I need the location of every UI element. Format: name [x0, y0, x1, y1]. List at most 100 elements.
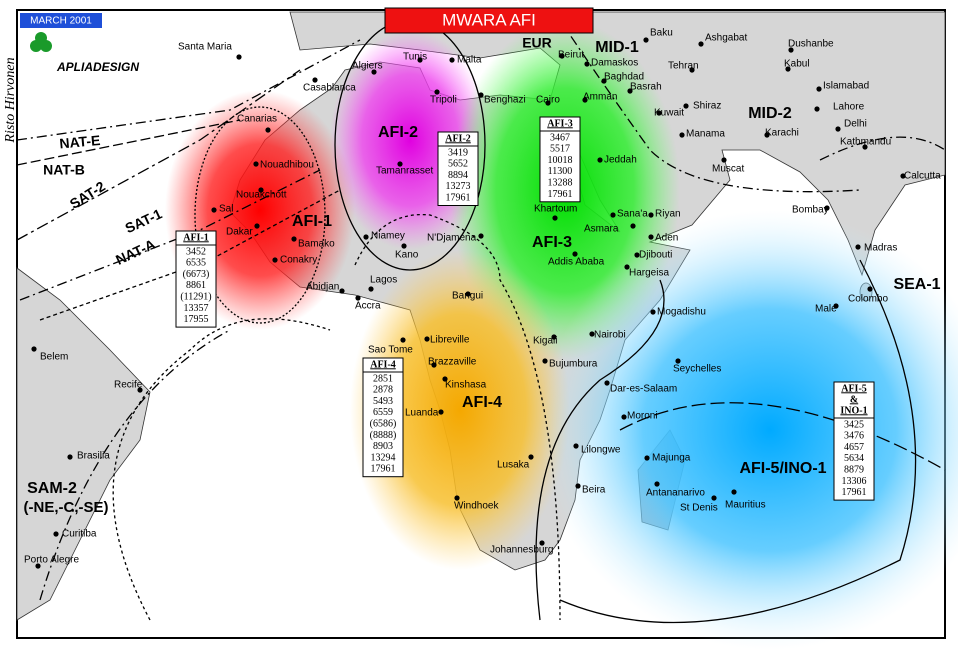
city-label: Nairobi	[594, 330, 626, 341]
city-label: Mauritius	[725, 500, 766, 511]
city-label: Luanda	[405, 408, 439, 419]
city-dot	[424, 336, 430, 342]
city-dot	[291, 236, 297, 242]
city-dot	[339, 288, 345, 294]
city-label: Majunga	[652, 453, 691, 464]
frequency: 17961	[842, 487, 867, 498]
city-dot	[575, 483, 581, 489]
city-dot	[265, 127, 271, 133]
city-label: Nouadhibou	[260, 160, 314, 171]
frequency: 5652	[448, 159, 468, 170]
city-label: Djibouti	[639, 250, 672, 261]
city-label: Moroni	[627, 411, 658, 422]
frequency: 17961	[446, 192, 471, 203]
frequency: 13357	[184, 303, 209, 314]
city-dot	[816, 86, 822, 92]
city-label: Madras	[864, 243, 897, 254]
city-dot	[542, 358, 548, 364]
fir-boundaries	[16, 19, 946, 624]
city-dot	[711, 495, 717, 501]
region-label: (-NE,-C,-SE)	[24, 499, 109, 516]
city-dot	[824, 205, 830, 211]
region-label: AFI-5/INO-1	[739, 460, 826, 477]
city-dot	[833, 303, 839, 309]
city-label: Bujumbura	[549, 359, 598, 370]
city-dot	[478, 92, 484, 98]
city-dot	[683, 103, 689, 109]
city-label: Male	[815, 304, 837, 315]
city-label: Riyan	[655, 209, 681, 220]
city-label: Conakry	[280, 255, 317, 266]
city-label: Dar-es-Salaam	[610, 384, 677, 395]
city-label: Lilongwe	[581, 445, 621, 456]
city-label: Lusaka	[497, 460, 530, 471]
city-label: Calcutta	[904, 171, 941, 182]
city-dot	[900, 173, 906, 179]
city-label: Tamanrasset	[376, 166, 433, 177]
city-label: N'Djamena	[427, 233, 477, 244]
city-dot	[624, 264, 630, 270]
title: MWARA AFI	[442, 10, 536, 29]
frequency: 4657	[844, 442, 864, 453]
city-label: Antananarivo	[646, 488, 705, 499]
frequency: (6673)	[183, 269, 210, 280]
city-label: Nouakchott	[236, 190, 287, 201]
city-dot	[764, 132, 770, 138]
city-label: Basrah	[630, 82, 662, 93]
city-dot	[438, 409, 444, 415]
city-dot	[368, 286, 374, 292]
city-label: Lagos	[370, 275, 397, 286]
city-label: Benghazi	[484, 95, 526, 106]
city-label: Islamabad	[823, 81, 869, 92]
frequency: 5493	[373, 396, 393, 407]
city-label: Dakar	[226, 227, 253, 238]
city-label: Canarias	[237, 114, 277, 125]
city-label: Aden	[655, 233, 678, 244]
city-label: Bombay	[792, 205, 829, 216]
city-dot	[67, 454, 73, 460]
city-dot	[597, 157, 603, 163]
city-label: Colombo	[848, 294, 888, 305]
city-label: Belem	[40, 352, 68, 363]
city-label: Manama	[686, 129, 725, 140]
city-dot	[582, 97, 588, 103]
city-label: Kinshasa	[445, 380, 487, 391]
city-label: St Denis	[680, 503, 718, 514]
city-label: Kuwait	[654, 108, 684, 119]
city-dot	[654, 481, 660, 487]
city-dot	[35, 563, 41, 569]
city-label: Tunis	[403, 52, 427, 63]
city-dot	[431, 362, 437, 368]
city-dot	[400, 337, 406, 343]
city-dot	[211, 207, 217, 213]
city-label: Brasilia	[77, 451, 110, 462]
box-title: AFI-1	[183, 232, 209, 243]
city-label: Muscat	[712, 164, 744, 175]
frequency: 8903	[373, 441, 393, 452]
city-dot	[650, 309, 656, 315]
city-dot	[397, 161, 403, 167]
city-dot	[53, 531, 59, 537]
city-label: Sal	[219, 204, 233, 215]
city-label: Niamey	[371, 231, 405, 242]
region-label: AFI-1	[292, 213, 332, 230]
city-dot	[855, 244, 861, 250]
frequency: 5634	[844, 453, 864, 464]
city-label: Libreville	[430, 335, 470, 346]
city-dot	[584, 61, 590, 67]
city-label: Tehran	[668, 61, 699, 72]
city-label: Damaskos	[591, 58, 638, 69]
city-label: Beira	[582, 485, 606, 496]
city-label: Windhoek	[454, 501, 499, 512]
city-label: Kigali	[533, 336, 557, 347]
city-dot	[604, 380, 610, 386]
frequency-box	[833, 381, 875, 501]
city-dot	[679, 132, 685, 138]
city-dot	[236, 54, 242, 60]
city-dot	[867, 286, 873, 292]
frequency: 2878	[373, 385, 393, 396]
region-label: AFI-2	[378, 124, 418, 141]
logo: APLIADESIGN	[56, 60, 139, 74]
city-label: Malta	[457, 55, 482, 66]
city-label: Ashgabat	[705, 33, 747, 44]
